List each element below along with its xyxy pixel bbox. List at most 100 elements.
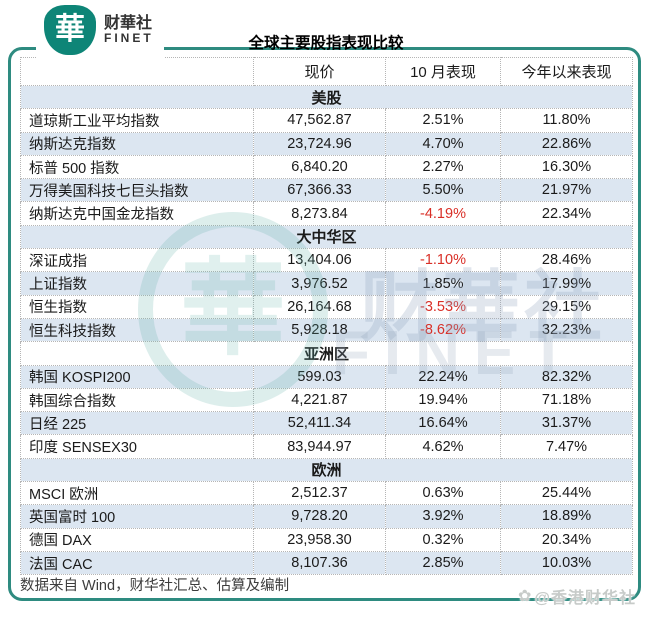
index-name-cell: 上证指数 — [20, 271, 254, 296]
october-performance-cell: 4.62% — [385, 434, 501, 459]
october-performance-cell: -1.10% — [385, 248, 501, 273]
index-name-cell: 深证成指 — [20, 248, 254, 273]
ytd-performance-cell: 29.15% — [500, 294, 633, 319]
october-performance-cell: 2.51% — [385, 108, 501, 133]
section-label: 大中华区 — [20, 224, 633, 250]
current-price-cell: 23,958.30 — [253, 527, 386, 552]
current-price-cell: 67,366.33 — [253, 178, 386, 203]
index-name-cell: 日经 225 — [20, 411, 254, 436]
current-price-cell: 26,164.68 — [253, 294, 386, 319]
index-name-cell: 标普 500 指数 — [20, 154, 254, 180]
october-performance-cell: 16.64% — [385, 411, 501, 436]
october-performance-cell: 0.32% — [385, 527, 501, 552]
ytd-performance-cell: 31.37% — [500, 411, 633, 436]
index-performance-table: 现价 10 月表现 今年以来表现 美股 道琼斯工业平均指数 47,562.87 2.51% 1… — [20, 57, 633, 576]
current-price-cell: 52,411.34 — [253, 411, 386, 436]
table-row: 道琼斯工业平均指数 47,562.87 2.51% 11.80% — [20, 108, 633, 133]
table-row: 上证指数 3,976.52 1.85% 17.99% — [20, 271, 633, 296]
section-label: 美股 — [20, 84, 633, 110]
october-performance-cell: 0.63% — [385, 481, 501, 506]
october-performance-cell: 3.92% — [385, 504, 501, 529]
ytd-performance-cell: 28.46% — [500, 248, 633, 273]
current-price-cell: 8,107.36 — [253, 550, 386, 576]
current-price-cell: 9,728.20 — [253, 504, 386, 529]
index-name-cell: 韩国 KOSPI200 — [20, 364, 254, 389]
october-performance-cell: 2.85% — [385, 550, 501, 576]
credit-badge: ✿ @香港财华社 — [518, 584, 636, 608]
table-row: 英国富时 100 9,728.20 3.92% 18.89% — [20, 504, 633, 529]
brand-text: 财華社 FINET — [104, 15, 154, 46]
index-name-cell: 纳斯达克中国金龙指数 — [20, 201, 254, 226]
ytd-performance-header: 今年以来表现 — [500, 57, 633, 86]
table-row: 韩国 KOSPI200 599.03 22.24% 82.32% — [20, 364, 633, 389]
ytd-performance-cell: 7.47% — [500, 434, 633, 459]
index-name-cell: 纳斯达克指数 — [20, 131, 254, 156]
credit-text: @香港财华社 — [534, 590, 636, 607]
current-price-cell: 23,724.96 — [253, 131, 386, 156]
current-price-cell: 8,273.84 — [253, 201, 386, 226]
table-row: 恒生科技指数 5,928.18 -8.62% 32.23% — [20, 317, 633, 343]
october-performance-header: 10 月表现 — [385, 57, 501, 86]
table-row: MSCI 欧洲 2,512.37 0.63% 25.44% — [20, 481, 633, 506]
current-price-cell: 3,976.52 — [253, 271, 386, 296]
section-label: 欧洲 — [20, 457, 633, 483]
current-price-cell: 5,928.18 — [253, 317, 386, 343]
section-row: 亚洲区 — [20, 341, 633, 366]
october-performance-cell: -4.19% — [385, 201, 501, 226]
ytd-performance-cell: 11.80% — [500, 108, 633, 133]
ytd-performance-cell: 10.03% — [500, 550, 633, 576]
index-name-cell: 印度 SENSEX30 — [20, 434, 254, 459]
index-name-cell: 恒生科技指数 — [20, 317, 254, 343]
index-name-cell: 万得美国科技七巨头指数 — [20, 178, 254, 203]
brand-logo: 華 财華社 FINET — [36, 0, 164, 60]
ytd-performance-cell: 20.34% — [500, 527, 633, 552]
current-price-cell: 13,404.06 — [253, 248, 386, 273]
section-label: 亚洲区 — [20, 341, 633, 366]
october-performance-cell: -8.62% — [385, 317, 501, 343]
october-performance-cell: 1.85% — [385, 271, 501, 296]
table-row: 法国 CAC 8,107.36 2.85% 10.03% — [20, 550, 633, 576]
october-performance-cell: 19.94% — [385, 387, 501, 413]
data-source-note: 数据来自 Wind，财华社汇总、估算及编制 — [20, 578, 290, 594]
brand-name-cn: 财華社 — [104, 14, 153, 32]
ytd-performance-cell: 16.30% — [500, 154, 633, 180]
table-row: 韩国综合指数 4,221.87 19.94% 71.18% — [20, 387, 633, 413]
finet-logo-icon: 華 — [44, 5, 96, 55]
table-row: 日经 225 52,411.34 16.64% 31.37% — [20, 411, 633, 436]
ytd-performance-cell: 21.97% — [500, 178, 633, 203]
ytd-performance-cell: 22.34% — [500, 201, 633, 226]
october-performance-cell: 22.24% — [385, 364, 501, 389]
current-price-cell: 83,944.97 — [253, 434, 386, 459]
ytd-performance-cell: 17.99% — [500, 271, 633, 296]
index-name-cell: 恒生指数 — [20, 294, 254, 319]
index-name-cell: 道琼斯工业平均指数 — [20, 108, 254, 133]
ytd-performance-cell: 25.44% — [500, 481, 633, 506]
section-row: 美股 — [20, 84, 633, 110]
current-price-cell: 599.03 — [253, 364, 386, 389]
ytd-performance-cell: 18.89% — [500, 504, 633, 529]
index-name-header — [20, 57, 254, 86]
current-price-cell: 2,512.37 — [253, 481, 386, 506]
october-performance-cell: -3.53% — [385, 294, 501, 319]
current-price-header: 现价 — [253, 57, 386, 86]
table-row: 纳斯达克指数 23,724.96 4.70% 22.86% — [20, 131, 633, 156]
table-header-row: 现价 10 月表现 今年以来表现 — [20, 57, 633, 86]
flower-badge-icon: ✿ — [517, 588, 533, 605]
current-price-cell: 6,840.20 — [253, 154, 386, 180]
table-row: 纳斯达克中国金龙指数 8,273.84 -4.19% 22.34% — [20, 201, 633, 226]
october-performance-cell: 2.27% — [385, 154, 501, 180]
october-performance-cell: 5.50% — [385, 178, 501, 203]
table-row: 标普 500 指数 6,840.20 2.27% 16.30% — [20, 154, 633, 180]
table-row: 深证成指 13,404.06 -1.10% 28.46% — [20, 248, 633, 273]
ytd-performance-cell: 82.32% — [500, 364, 633, 389]
october-performance-cell: 4.70% — [385, 131, 501, 156]
index-name-cell: 韩国综合指数 — [20, 387, 254, 413]
index-name-cell: 英国富时 100 — [20, 504, 254, 529]
table-row: 印度 SENSEX30 83,944.97 4.62% 7.47% — [20, 434, 633, 459]
brand-name-en: FINET — [104, 31, 154, 46]
table-row: 德国 DAX 23,958.30 0.32% 20.34% — [20, 527, 633, 552]
ytd-performance-cell: 32.23% — [500, 317, 633, 343]
ytd-performance-cell: 22.86% — [500, 131, 633, 156]
current-price-cell: 47,562.87 — [253, 108, 386, 133]
index-name-cell: 法国 CAC — [20, 550, 254, 576]
